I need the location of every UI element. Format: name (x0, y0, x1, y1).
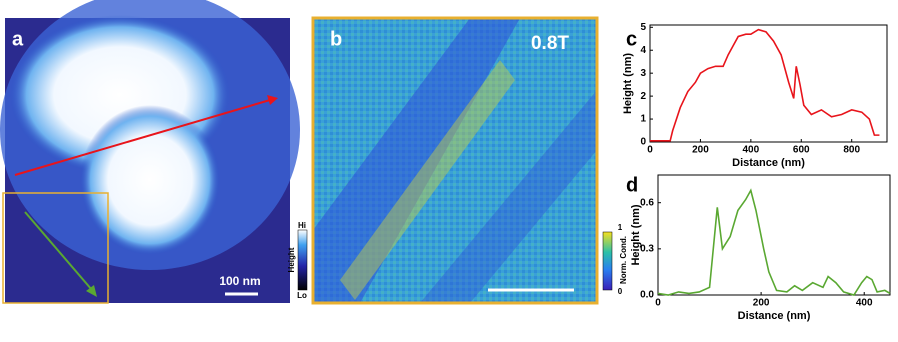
colorbar-title: Height (287, 247, 296, 272)
x-tick-label: 200 (692, 145, 709, 156)
x-axis-label: Distance (nm) (738, 310, 811, 322)
colorbar-min: 0 (618, 287, 623, 296)
panel-a: a 100 nm Hi Lo Height (0, 0, 308, 304)
x-tick-label: 800 (843, 145, 860, 156)
scale-label: 100 nm (219, 274, 260, 288)
y-tick-label: 0.0 (640, 290, 654, 301)
y-tick-label: 0 (640, 137, 646, 148)
x-axis-label: Distance (nm) (732, 157, 805, 169)
field-label: 0.8T (531, 33, 569, 54)
x-tick-label: 400 (743, 145, 760, 156)
conductance-map (420, 90, 597, 303)
y-tick-label: 0.3 (640, 243, 654, 254)
y-tick-label: 2 (640, 91, 646, 102)
colorbar (602, 231, 613, 291)
colorbar (297, 229, 308, 291)
colorbar-title: Norm. Cond. (619, 236, 628, 284)
arrow (14, 99, 271, 176)
colorbar-min: Lo (297, 291, 307, 300)
x-tick-label: 400 (856, 298, 873, 309)
conductance-map (313, 18, 520, 303)
data-line (657, 188, 891, 296)
x-tick-label: 0 (655, 298, 661, 309)
y-tick-label: 3 (640, 68, 646, 79)
x-tick-label: 200 (753, 298, 770, 309)
data-line (650, 28, 880, 142)
arrow-head (86, 285, 97, 297)
panel-label: a (12, 28, 24, 50)
axes-frame (657, 174, 891, 296)
y-axis-label: Height (nm) (622, 53, 634, 114)
y-tick-label: 0.6 (640, 197, 654, 208)
panel-label: d (626, 174, 638, 196)
panel-label: b (330, 28, 342, 50)
zoom-box (2, 192, 109, 304)
conductance-map (340, 60, 515, 300)
y-tick-label: 4 (640, 45, 646, 56)
arrow-head (267, 95, 278, 105)
colorbar-max: 1 (618, 223, 623, 232)
x-tick-label: 600 (793, 145, 810, 156)
panel-label: c (626, 28, 637, 50)
y-axis-label: Height (nm) (630, 204, 642, 265)
y-tick-label: 1 (640, 114, 646, 125)
frame (311, 16, 599, 305)
x-tick-label: 0 (647, 145, 653, 156)
colorbar-max: Hi (298, 221, 306, 230)
arrow (24, 211, 93, 291)
y-tick-label: 5 (640, 22, 646, 33)
afm-image (80, 105, 220, 255)
panel-b: b 0.8T 1 0 Norm. Cond. (311, 16, 628, 305)
axes-frame (649, 24, 888, 143)
